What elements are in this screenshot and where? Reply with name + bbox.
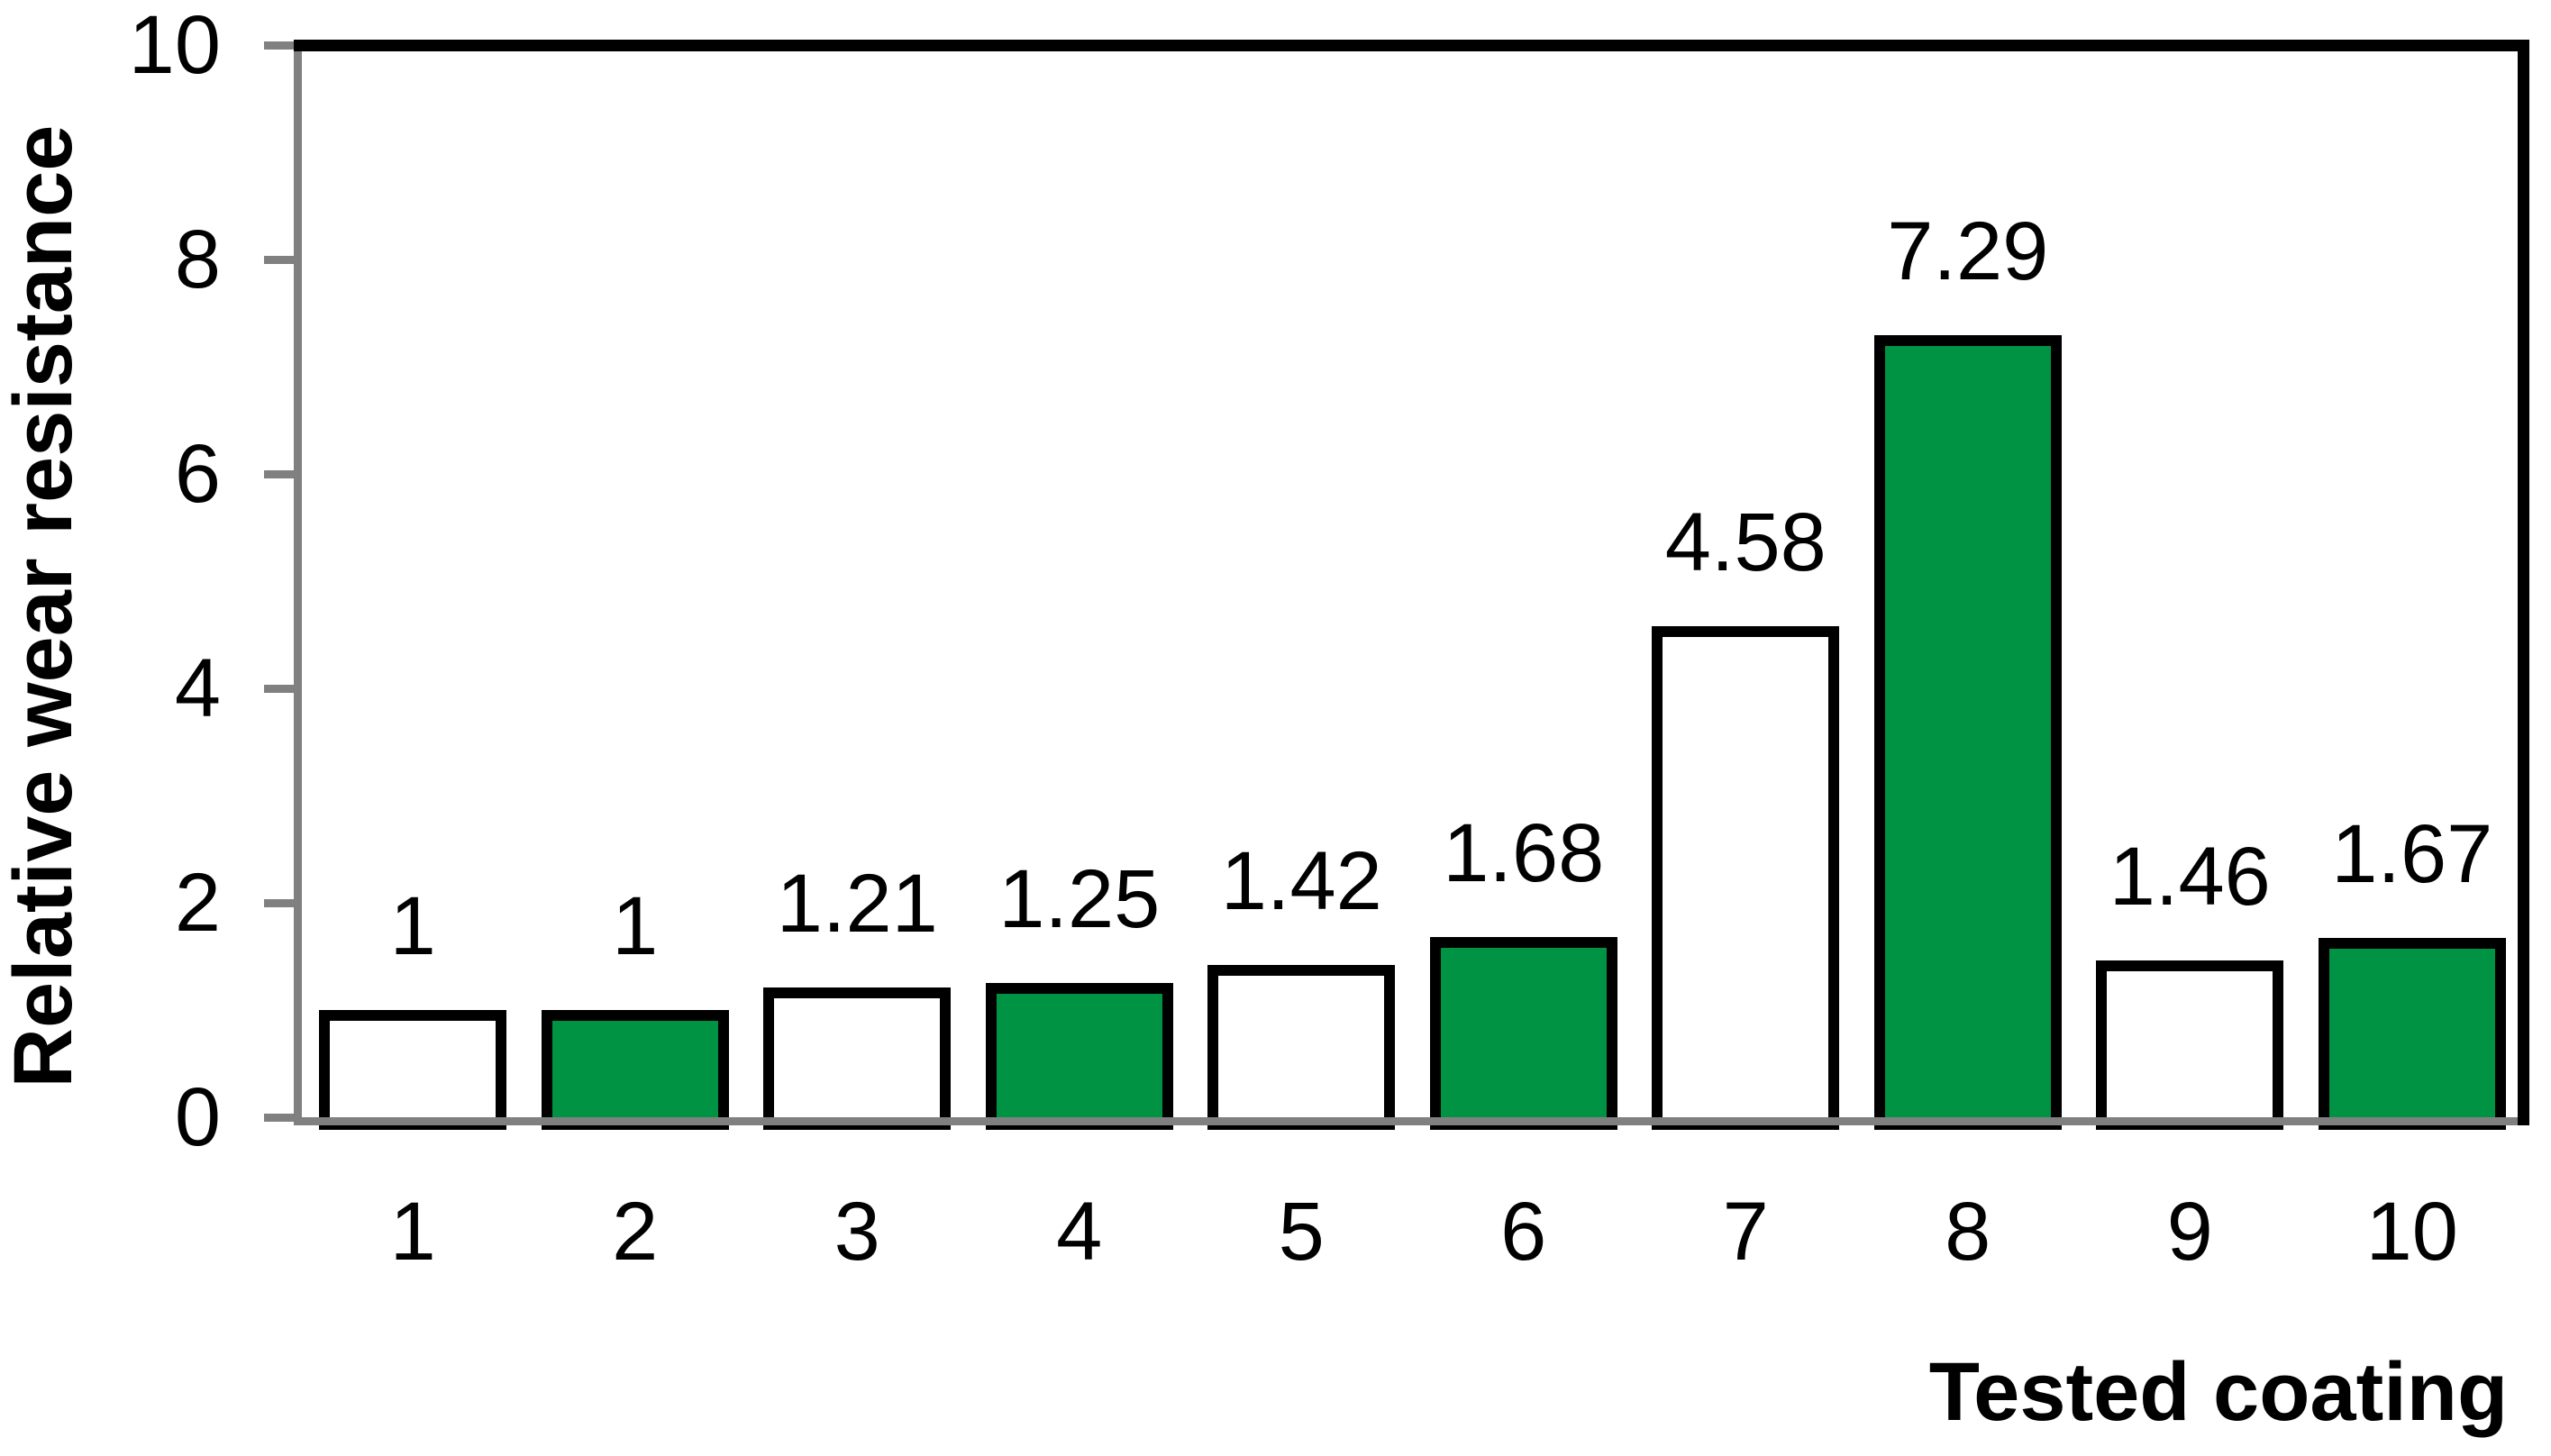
y-axis-tick-4 bbox=[264, 685, 295, 693]
x-tick-label-2: 2 bbox=[612, 1186, 659, 1278]
y-tick-label-2: 2 bbox=[174, 857, 221, 949]
bar-value-label-5: 1.42 bbox=[1220, 835, 1382, 928]
x-tick-label-10: 10 bbox=[2365, 1186, 2458, 1278]
bar-coating-6 bbox=[1429, 937, 1617, 1130]
bar-coating-3 bbox=[763, 987, 952, 1130]
y-axis-tick-10 bbox=[264, 41, 295, 50]
bar-coating-5 bbox=[1207, 965, 1396, 1130]
bar-value-label-2: 1 bbox=[612, 880, 659, 972]
bar-value-label-1: 1 bbox=[389, 880, 436, 972]
y-tick-label-10: 10 bbox=[128, 0, 221, 91]
x-tick-label-1: 1 bbox=[389, 1186, 436, 1278]
y-tick-label-0: 0 bbox=[174, 1071, 221, 1163]
x-axis-line bbox=[294, 1117, 2529, 1125]
y-tick-label-4: 4 bbox=[174, 642, 221, 734]
x-tick-label-7: 7 bbox=[1722, 1186, 1769, 1278]
bar-value-label-6: 1.68 bbox=[1443, 807, 1605, 900]
bar-coating-9 bbox=[2096, 960, 2284, 1130]
bar-coating-7 bbox=[1652, 625, 1840, 1130]
plot-top-border bbox=[294, 40, 2529, 51]
bar-value-label-9: 1.46 bbox=[2109, 831, 2271, 924]
x-axis-title: Tested coating bbox=[1928, 1346, 2509, 1438]
x-tick-label-8: 8 bbox=[1945, 1186, 1991, 1278]
bar-coating-2 bbox=[541, 1010, 729, 1130]
y-tick-label-8: 8 bbox=[174, 214, 221, 305]
x-tick-label-5: 5 bbox=[1278, 1186, 1325, 1278]
bar-value-label-7: 4.58 bbox=[1664, 496, 1827, 588]
plot-right-border bbox=[2518, 40, 2529, 1125]
x-tick-label-9: 9 bbox=[2166, 1186, 2213, 1278]
bar-value-label-10: 1.67 bbox=[2331, 808, 2493, 901]
y-axis-tick-8 bbox=[264, 256, 295, 264]
y-axis-tick-0 bbox=[264, 1114, 295, 1122]
bar-coating-4 bbox=[985, 983, 1173, 1130]
y-tick-label-6: 6 bbox=[174, 428, 221, 520]
bar-coating-10 bbox=[2318, 938, 2506, 1130]
bar-value-label-3: 1.21 bbox=[776, 858, 938, 950]
x-tick-label-6: 6 bbox=[1500, 1186, 1547, 1278]
x-tick-label-4: 4 bbox=[1056, 1186, 1103, 1278]
y-axis-tick-2 bbox=[264, 899, 295, 907]
y-axis-title: Relative wear resistance bbox=[0, 124, 89, 1088]
y-axis-line bbox=[294, 40, 302, 1125]
bar-coating-8 bbox=[1873, 335, 2062, 1130]
bar-coating-1 bbox=[319, 1010, 507, 1130]
bar-value-label-4: 1.25 bbox=[998, 853, 1161, 946]
x-tick-label-3: 3 bbox=[834, 1186, 880, 1278]
bar-value-label-8: 7.29 bbox=[1887, 205, 2049, 298]
y-axis-tick-6 bbox=[264, 470, 295, 478]
